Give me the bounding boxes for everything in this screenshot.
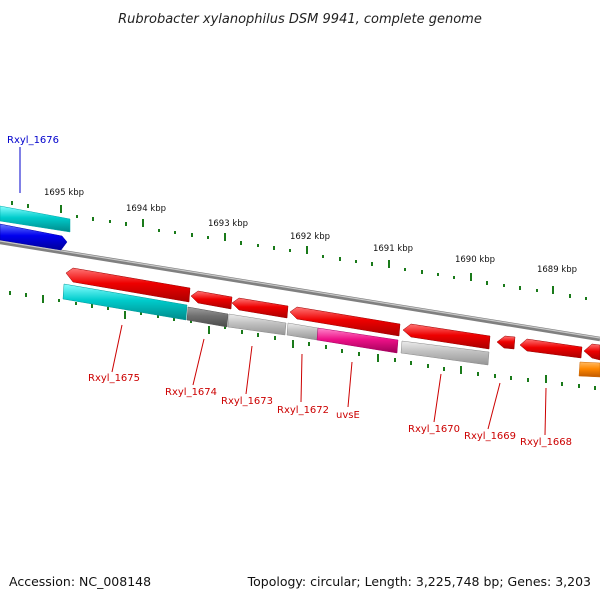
kbp-label: 1690 kbp: [455, 255, 495, 265]
gene-labels: Rxyl_1676 Rxyl_1675 Rxyl_1674 Rxyl_1673 …: [7, 135, 572, 448]
gene-rxyl-1672-forward[interactable]: [289, 306, 401, 337]
map-title: Rubrobacter xylanophilus DSM 9941, compl…: [118, 12, 482, 27]
genome-summary-text: Topology: circular; Length: 3,225,748 bp…: [247, 574, 591, 589]
outer-tick-ring: [11, 201, 587, 300]
kbp-label: 1694 kbp: [126, 204, 166, 214]
gene-label-rxyl-1672[interactable]: Rxyl_1672: [277, 405, 329, 416]
gene-label-uvse[interactable]: uvsE: [336, 410, 360, 421]
kbp-label: 1691 kbp: [373, 244, 413, 254]
gene-label-rxyl-1676[interactable]: Rxyl_1676: [7, 135, 59, 146]
gene-edge-forward[interactable]: [583, 343, 600, 361]
accession-text: Accession: NC_008148: [9, 574, 151, 589]
gene-label-rxyl-1670[interactable]: Rxyl_1670: [408, 424, 460, 435]
kbp-label: 1693 kbp: [208, 219, 248, 229]
gene-label-rxyl-1673[interactable]: Rxyl_1673: [221, 396, 273, 407]
gene-uvse[interactable]: [316, 327, 399, 354]
kbp-label: 1695 kbp: [44, 188, 84, 198]
gene-rxyl-1669-forward[interactable]: [496, 335, 516, 350]
gene-label-rxyl-1674[interactable]: Rxyl_1674: [165, 387, 217, 398]
genome-backbone: [0, 239, 600, 342]
gene-rxyl-1672[interactable]: [286, 322, 319, 341]
gene-rxyl-1675[interactable]: [62, 283, 188, 321]
kbp-label: 1692 kbp: [290, 232, 330, 242]
gene-orange-edge[interactable]: [578, 361, 600, 378]
gene-label-rxyl-1669[interactable]: Rxyl_1669: [464, 431, 516, 442]
gene-rxyl-1674-forward[interactable]: [190, 290, 233, 310]
gene-rxyl-1674[interactable]: [186, 306, 229, 328]
gene-label-rxyl-1668[interactable]: Rxyl_1668: [520, 437, 572, 448]
gene-rxyl-1670-forward[interactable]: [402, 323, 491, 350]
label-callout-lines: [19, 147, 547, 436]
gene-rxyl-1673-forward[interactable]: [231, 297, 289, 319]
kbp-scale-labels: 1695 kbp 1694 kbp 1693 kbp 1692 kbp 1691…: [44, 188, 577, 275]
gene-rxyl-1670[interactable]: [400, 340, 490, 366]
gene-rxyl-1673[interactable]: [227, 313, 287, 336]
gene-blue-upper[interactable]: [0, 223, 68, 251]
gene-rxyl-1676[interactable]: [0, 205, 71, 233]
gene-rxyl-1668-forward[interactable]: [519, 338, 583, 359]
forward-genes: [65, 267, 600, 361]
gene-label-rxyl-1675[interactable]: Rxyl_1675: [88, 373, 140, 384]
kbp-label: 1689 kbp: [537, 265, 577, 275]
gene-rxyl-1675-forward[interactable]: [65, 267, 191, 303]
